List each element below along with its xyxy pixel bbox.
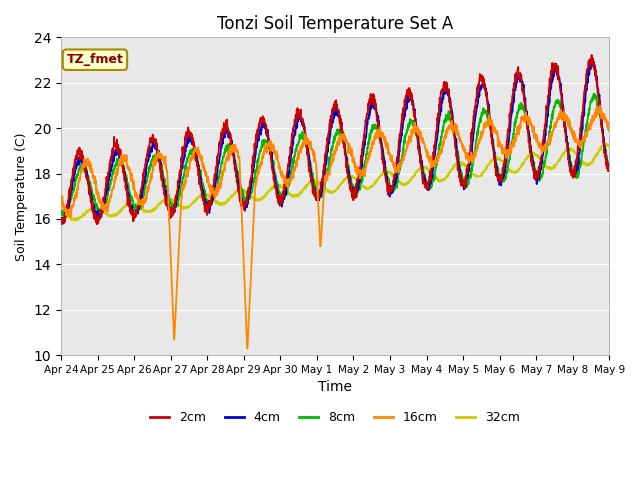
2cm xyxy=(364,111,371,117)
2cm xyxy=(351,187,359,192)
32cm xyxy=(573,152,580,157)
16cm xyxy=(364,157,371,163)
8cm xyxy=(61,214,69,220)
32cm xyxy=(557,155,565,160)
Line: 8cm: 8cm xyxy=(61,94,609,217)
16cm xyxy=(596,103,604,108)
4cm xyxy=(211,189,218,194)
32cm xyxy=(495,156,502,162)
16cm xyxy=(605,128,613,133)
2cm xyxy=(211,176,218,182)
8cm xyxy=(364,149,371,155)
16cm xyxy=(351,160,359,166)
2cm xyxy=(573,161,580,167)
4cm xyxy=(351,189,359,194)
8cm xyxy=(573,174,580,180)
32cm xyxy=(211,198,218,204)
2cm xyxy=(557,90,565,96)
16cm xyxy=(495,139,502,144)
4cm xyxy=(605,168,613,174)
8cm xyxy=(351,190,359,195)
Line: 32cm: 32cm xyxy=(61,144,609,221)
16cm xyxy=(557,111,565,117)
16cm xyxy=(210,192,218,198)
32cm xyxy=(72,218,79,224)
32cm xyxy=(605,142,613,148)
4cm xyxy=(57,220,65,226)
Legend: 2cm, 4cm, 8cm, 16cm, 32cm: 2cm, 4cm, 8cm, 16cm, 32cm xyxy=(145,406,525,429)
16cm xyxy=(573,137,580,143)
8cm xyxy=(605,165,613,171)
2cm xyxy=(495,175,502,180)
32cm xyxy=(364,185,371,191)
2cm xyxy=(57,219,65,225)
4cm xyxy=(364,118,371,124)
32cm xyxy=(351,176,359,181)
Line: 2cm: 2cm xyxy=(61,55,609,224)
4cm xyxy=(573,167,580,173)
Title: Tonzi Soil Temperature Set A: Tonzi Soil Temperature Set A xyxy=(217,15,453,33)
4cm xyxy=(557,84,565,90)
X-axis label: Time: Time xyxy=(318,381,352,395)
8cm xyxy=(57,209,65,215)
Y-axis label: Soil Temperature (C): Soil Temperature (C) xyxy=(15,132,28,261)
Text: TZ_fmet: TZ_fmet xyxy=(67,53,124,66)
2cm xyxy=(93,221,101,227)
8cm xyxy=(590,91,598,96)
Line: 16cm: 16cm xyxy=(61,106,609,348)
32cm xyxy=(57,209,65,215)
4cm xyxy=(588,57,595,62)
2cm xyxy=(588,52,595,58)
8cm xyxy=(557,106,565,111)
16cm xyxy=(57,193,65,199)
4cm xyxy=(59,221,67,227)
Line: 4cm: 4cm xyxy=(61,60,609,224)
2cm xyxy=(605,165,613,170)
4cm xyxy=(495,177,502,183)
32cm xyxy=(602,141,609,146)
8cm xyxy=(495,171,502,177)
8cm xyxy=(211,192,218,197)
16cm xyxy=(243,346,251,351)
